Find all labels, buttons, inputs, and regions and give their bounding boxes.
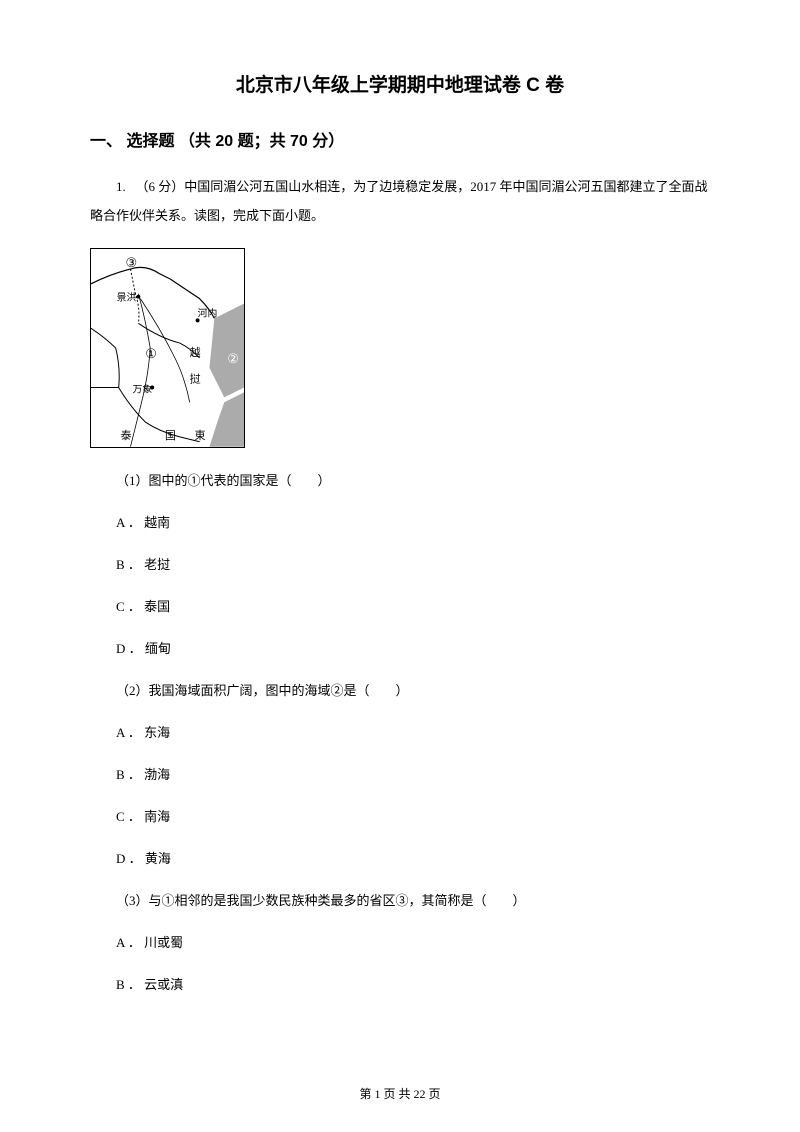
map-label-thai: 泰 bbox=[121, 428, 132, 442]
sub-question-1: （1）图中的①代表的国家是（ ） bbox=[90, 468, 710, 494]
section-header: 一、 选择题 （共 20 题；共 70 分） bbox=[90, 127, 710, 151]
map-image: ③ 景洪 河内 ① 越 ② 万象 挝 泰 国 東 bbox=[90, 248, 245, 448]
option-1b: B ． 老挝 bbox=[90, 552, 710, 578]
option-1c: C ． 泰国 bbox=[90, 594, 710, 620]
map-label-guo: 国 bbox=[165, 429, 176, 442]
map-label-wanxiang: 万象 bbox=[132, 384, 152, 396]
option-1a: A ． 越南 bbox=[90, 510, 710, 536]
map-label-2: ② bbox=[227, 352, 239, 366]
map-label-3: ③ bbox=[126, 256, 138, 270]
map-label-jinghong: 景洪 bbox=[117, 292, 137, 304]
sub-question-3: （3）与①相邻的是我国少数民族种类最多的省区③，其简称是（ ） bbox=[90, 888, 710, 914]
option-2a: A ． 东海 bbox=[90, 720, 710, 746]
question-intro: 1. （6 分）中国同湄公河五国山水相连，为了边境稳定发展，2017 年中国同湄… bbox=[90, 173, 710, 230]
map-label-yue: 越 bbox=[190, 345, 201, 359]
option-2d: D ． 黄海 bbox=[90, 846, 710, 872]
map-label-lao: 挝 bbox=[190, 372, 201, 386]
option-2b: B ． 渤海 bbox=[90, 762, 710, 788]
map-label-east: 東 bbox=[195, 429, 206, 442]
exam-title: 北京市八年级上学期期中地理试卷 C 卷 bbox=[90, 70, 710, 97]
page-footer: 第 1 页 共 22 页 bbox=[0, 1085, 800, 1102]
option-1d: D ． 缅甸 bbox=[90, 636, 710, 662]
option-3a: A ． 川或蜀 bbox=[90, 930, 710, 956]
map-label-hanoi: 河内 bbox=[198, 307, 218, 320]
option-2c: C ． 南海 bbox=[90, 804, 710, 830]
map-label-1: ① bbox=[145, 347, 157, 361]
option-3b: B ． 云或滇 bbox=[90, 972, 710, 998]
sub-question-2: （2）我国海域面积广阔，图中的海域②是（ ） bbox=[90, 678, 710, 704]
